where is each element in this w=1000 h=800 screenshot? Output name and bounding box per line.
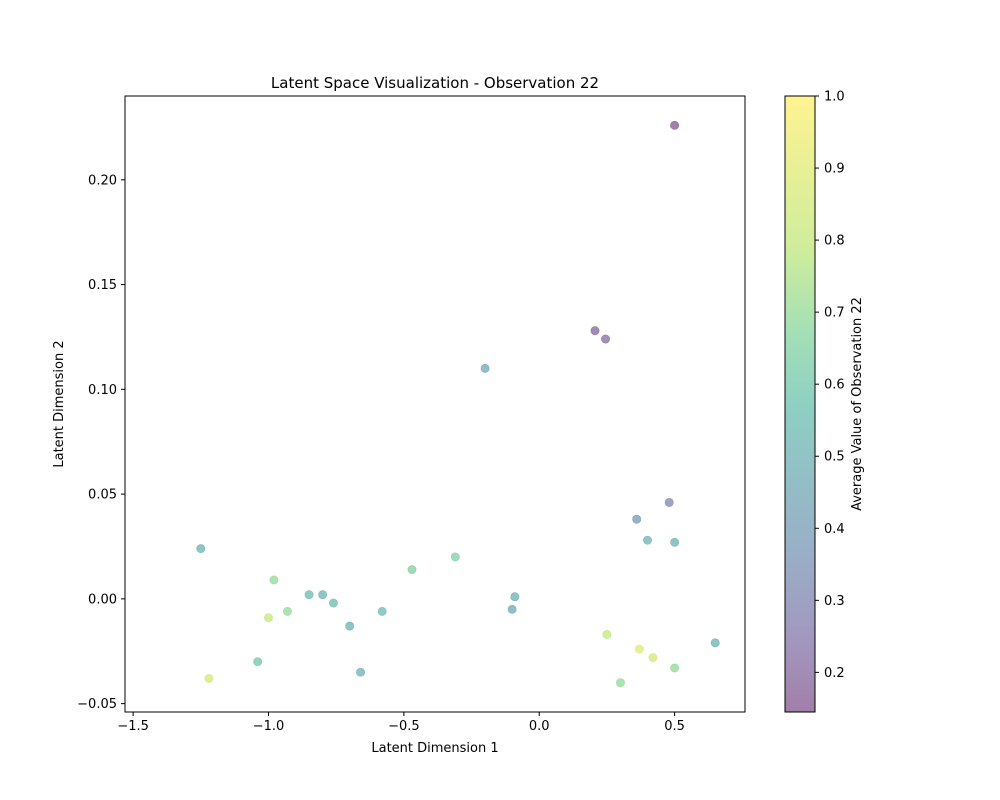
colorbar-tick-label: 0.6 <box>824 378 845 393</box>
colorbar-tick-label: 0.3 <box>824 594 845 609</box>
scatter-point <box>710 638 720 648</box>
x-tick-label: −1.5 <box>117 719 149 734</box>
scatter-point <box>670 120 680 130</box>
colorbar <box>784 95 816 713</box>
chart-title: Latent Space Visualization - Observation… <box>271 74 599 92</box>
scatter-point <box>450 552 460 562</box>
scatter-point <box>204 673 214 683</box>
x-tick-label: −1.0 <box>253 719 285 734</box>
colorbar-tick-label: 0.8 <box>824 234 845 249</box>
y-axis: −0.05 0.00 0.05 0.10 0.15 0.20 <box>77 173 125 712</box>
colorbar-tick-label: 0.5 <box>824 450 845 465</box>
scatter-points <box>196 120 720 688</box>
y-tick-label: 0.00 <box>88 592 117 607</box>
scatter-point <box>196 544 206 554</box>
scatter-point <box>670 663 680 673</box>
plot-area-frame <box>124 95 746 713</box>
scatter-point <box>345 621 355 631</box>
scatter-point <box>507 604 517 614</box>
scatter-point <box>602 629 612 639</box>
scatter-point <box>480 363 490 373</box>
scatter-point <box>356 667 366 677</box>
y-tick-label: 0.15 <box>88 278 117 293</box>
x-tick-label: 0.5 <box>664 719 685 734</box>
scatter-point <box>601 334 611 344</box>
x-axis-label: Latent Dimension 1 <box>371 741 498 756</box>
y-tick-label: 0.10 <box>88 383 117 398</box>
colorbar-tick-label: 0.9 <box>824 162 845 177</box>
scatter-point <box>318 590 328 600</box>
scatter-point <box>510 592 520 602</box>
scatter-point <box>377 606 387 616</box>
y-tick-label: 0.05 <box>88 488 117 503</box>
scatter-point <box>634 644 644 654</box>
scatter-point <box>407 565 417 575</box>
scatter-point <box>643 535 653 545</box>
scatter-point <box>590 326 600 336</box>
colorbar-tick-label: 0.7 <box>824 306 845 321</box>
colorbar-tick-label: 1.0 <box>824 90 845 105</box>
colorbar-tick-label: 0.4 <box>824 522 845 537</box>
scatter-point <box>263 613 273 623</box>
colorbar-tick-label: 0.2 <box>824 666 845 681</box>
scatter-point <box>632 514 642 524</box>
colorbar-ticks: 0.2 0.3 0.4 0.5 0.6 0.7 0.8 0.9 1.0 <box>815 90 845 681</box>
scatter-point <box>253 657 263 667</box>
x-tick-label: 0.0 <box>529 719 550 734</box>
scatter-point <box>269 575 279 585</box>
y-tick-label: 0.20 <box>88 173 117 188</box>
scatter-point <box>282 606 292 616</box>
scatter-point <box>648 653 658 663</box>
y-axis-label: Latent Dimension 2 <box>52 340 67 467</box>
colorbar-label: Average Value of Observation 22 <box>850 297 865 511</box>
x-tick-label: −0.5 <box>388 719 420 734</box>
scatter-point <box>304 590 314 600</box>
scatter-point <box>615 678 625 688</box>
scatter-point <box>664 497 674 507</box>
scatter-point <box>670 537 680 547</box>
scatter-point <box>328 598 338 608</box>
x-axis: −1.5 −1.0 −0.5 0.0 0.5 <box>117 712 685 734</box>
y-tick-label: −0.05 <box>77 697 117 712</box>
